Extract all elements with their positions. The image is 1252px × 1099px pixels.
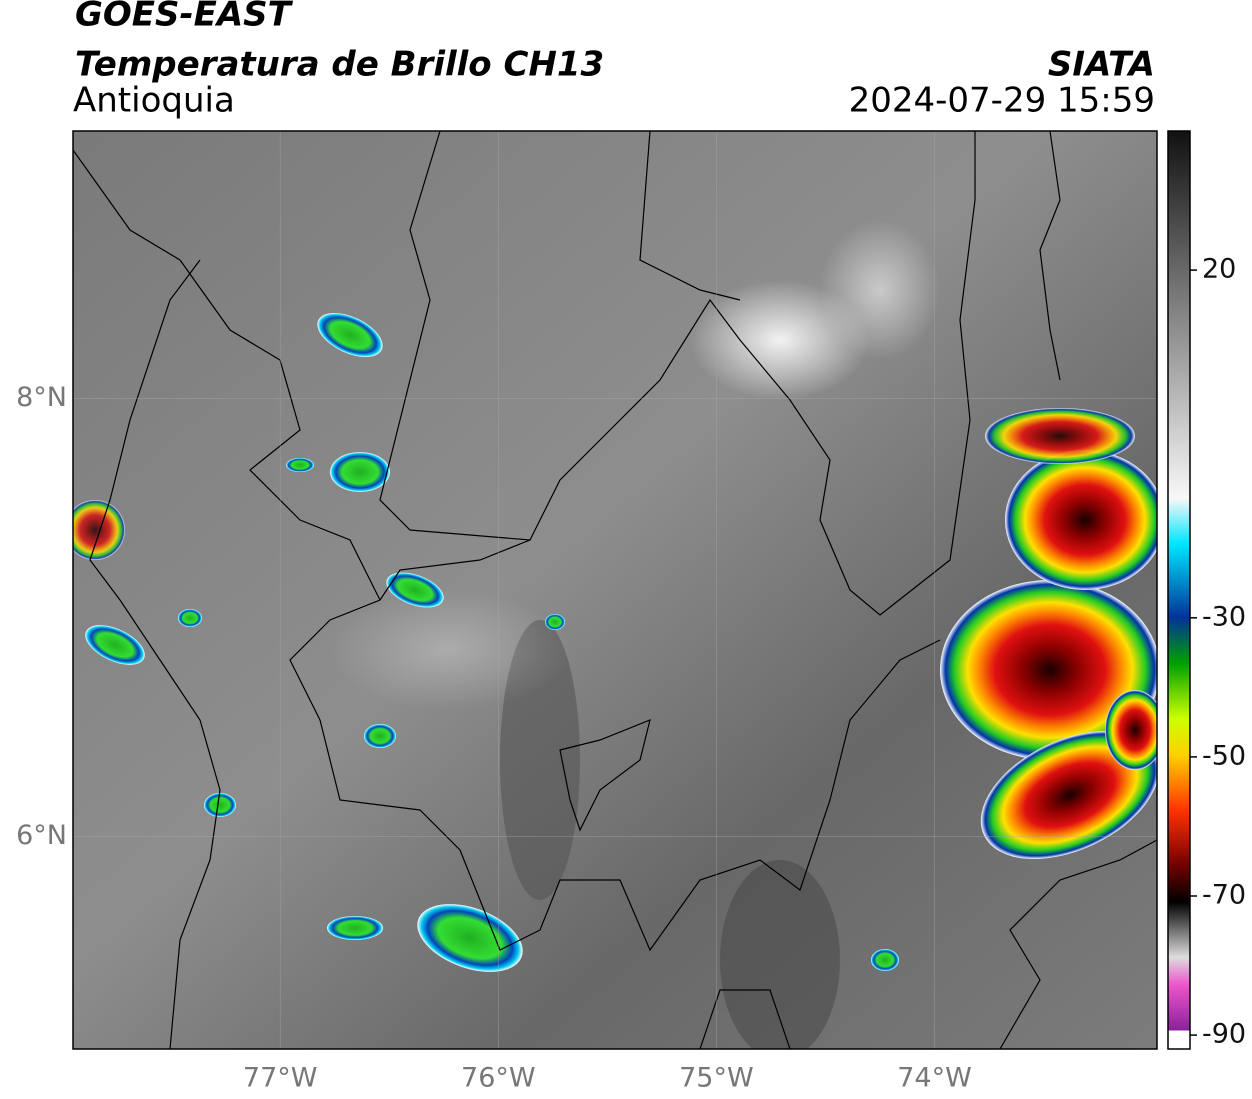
colorbar: [1167, 130, 1191, 1050]
colorbar-tick-label: 20: [1202, 254, 1236, 285]
region: Antioquia: [73, 81, 235, 121]
x-tick-label: 76°W: [461, 1063, 536, 1094]
graticule: [73, 131, 1157, 1049]
colorbar-tick-label: -90: [1202, 1019, 1246, 1050]
y-tick-label: 6°N: [16, 820, 67, 851]
x-tick-label: 77°W: [243, 1063, 318, 1094]
source: SIATA: [1048, 45, 1155, 85]
x-tick-label: 75°W: [679, 1063, 754, 1094]
colorbar-tick-label: -50: [1202, 740, 1246, 771]
borders: [73, 131, 1157, 1049]
map-image: [73, 131, 1157, 1049]
colorbar-tick-label: -70: [1202, 880, 1246, 911]
colorbar-tick-label: -30: [1202, 601, 1246, 632]
datetime: 2024-07-29 15:59: [849, 81, 1155, 121]
title: GOES-EAST: [75, 0, 294, 35]
subtitle: Temperatura de Brillo CH13: [75, 45, 604, 85]
map-frame: [72, 130, 1158, 1050]
y-tick-label: 8°N: [16, 382, 67, 413]
x-tick-label: 74°W: [897, 1063, 972, 1094]
